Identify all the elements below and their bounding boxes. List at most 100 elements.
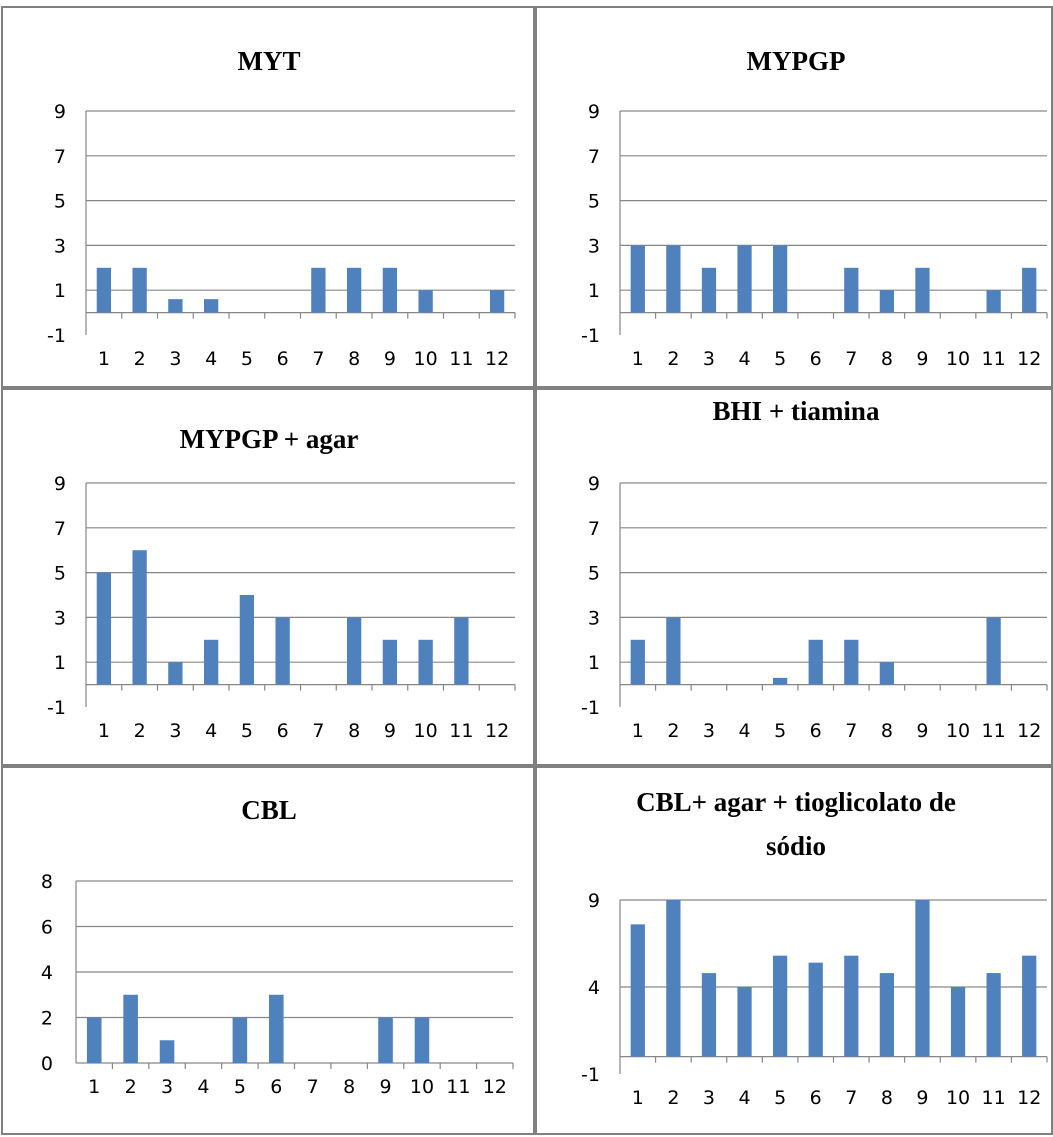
x-tick-label: 1 [632,1087,644,1109]
y-tick-label: 4 [41,962,53,984]
bar [489,290,505,313]
chart-panel-myt: MYT -1 1 3 5 7 9 1 2 3 4 5 6 7 8 9 10 11 12 [1,6,535,388]
x-tick-label: 10 [946,1087,970,1109]
bar [346,267,362,313]
x-tick-label: 1 [88,1076,100,1098]
bar [168,662,183,685]
bar [132,267,147,313]
y-tick-label: 6 [41,917,53,939]
y-tick-label: 7 [54,146,66,168]
bar [414,1017,430,1063]
chart-panel-cbl: CBL 0 2 4 6 8 1 2 3 4 5 6 7 8 9 10 11 12 [1,766,535,1135]
chart-panel-bhi-tiamina: BHI + tiamina -1 1 3 5 7 9 1 2 3 4 5 6 7 8 9 10 11 12 [535,388,1053,766]
bar [96,572,112,685]
bar [239,595,255,685]
x-tick-label: 1 [632,348,644,370]
x-tick-label: 4 [205,720,217,742]
y-tick-label: 5 [588,191,600,213]
chart-panel-mypgp: MYPGP -1 1 3 5 7 9 1 2 3 4 5 6 7 8 9 10 11 12 [535,6,1053,388]
x-tick-label: 5 [774,348,786,370]
x-tick-label: 3 [703,720,715,742]
y-tick-label: -1 [47,697,66,719]
x-tick-label: 6 [277,348,289,370]
bar [773,677,788,685]
x-tick-label: 11 [982,720,1006,742]
y-tick-label: -1 [581,697,600,719]
x-tick-label: 10 [946,720,970,742]
x-tick-label: 5 [234,1076,246,1098]
bar [879,973,894,1057]
bar [132,550,147,685]
y-tick-label: 8 [41,871,53,893]
x-tick-label: 12 [1017,348,1041,370]
bar [630,639,645,685]
x-tick-label: 2 [134,348,146,370]
bar [701,267,717,313]
x-tick-label: 2 [667,348,679,370]
x-tick-label: 6 [810,348,822,370]
x-tick-label: 7 [312,348,324,370]
bar [844,639,859,685]
x-tick-label: 5 [774,1087,786,1109]
chart-title: CBL [241,795,297,825]
x-tick-label: 2 [667,1087,679,1109]
y-tick-label: 7 [588,146,600,168]
x-tick-label: 5 [241,720,253,742]
x-tick-label: 1 [632,720,644,742]
x-tick-label: 2 [125,1076,137,1098]
bar [666,617,681,685]
x-tick-label: 8 [881,1087,893,1109]
x-tick-label: 7 [307,1076,319,1098]
x-tick-label: 6 [277,720,289,742]
x-tick-label: 5 [241,348,253,370]
x-tick-label: 9 [916,720,928,742]
y-tick-label: 5 [54,563,66,585]
bar [844,955,859,1057]
bar [96,267,112,313]
x-tick-label: 2 [134,720,146,742]
x-tick-label: 9 [379,1076,391,1098]
bar [311,267,326,313]
y-tick-label: 5 [588,563,600,585]
x-tick-label: 3 [703,348,715,370]
x-tick-label: 11 [449,348,473,370]
y-tick-label: 5 [54,191,66,213]
x-tick-label: 3 [703,1087,715,1109]
x-tick-label: 12 [485,720,509,742]
x-tick-label: 7 [845,348,857,370]
y-tick-label: 9 [54,101,66,123]
x-tick-label: 4 [738,720,750,742]
x-tick-label: 7 [845,720,857,742]
bar [382,267,398,313]
x-tick-label: 8 [348,348,360,370]
y-tick-label: 1 [588,652,600,674]
chart-title: BHI + tiamina [713,396,880,426]
x-tick-label: 12 [1017,1087,1041,1109]
x-tick-label: 3 [161,1076,173,1098]
bar [986,973,1001,1057]
bar [1022,267,1037,313]
y-tick-label: 9 [588,473,600,495]
bar [630,924,645,1057]
bar [666,245,681,313]
y-tick-label: -1 [581,1064,600,1086]
bar [915,900,930,1057]
x-tick-label: 6 [810,720,822,742]
bar [203,299,219,313]
x-tick-label: 6 [810,1087,822,1109]
bar [86,1017,102,1063]
bar [808,639,823,685]
x-tick-label: 10 [410,1076,434,1098]
y-tick-label: 9 [588,101,600,123]
x-tick-label: 4 [738,348,750,370]
x-tick-label: 9 [916,1087,928,1109]
y-tick-label: 7 [588,518,600,540]
x-tick-label: 3 [169,720,181,742]
bar [418,290,433,313]
x-tick-label: 6 [270,1076,282,1098]
y-tick-label: 9 [54,473,66,495]
bar [879,662,894,685]
